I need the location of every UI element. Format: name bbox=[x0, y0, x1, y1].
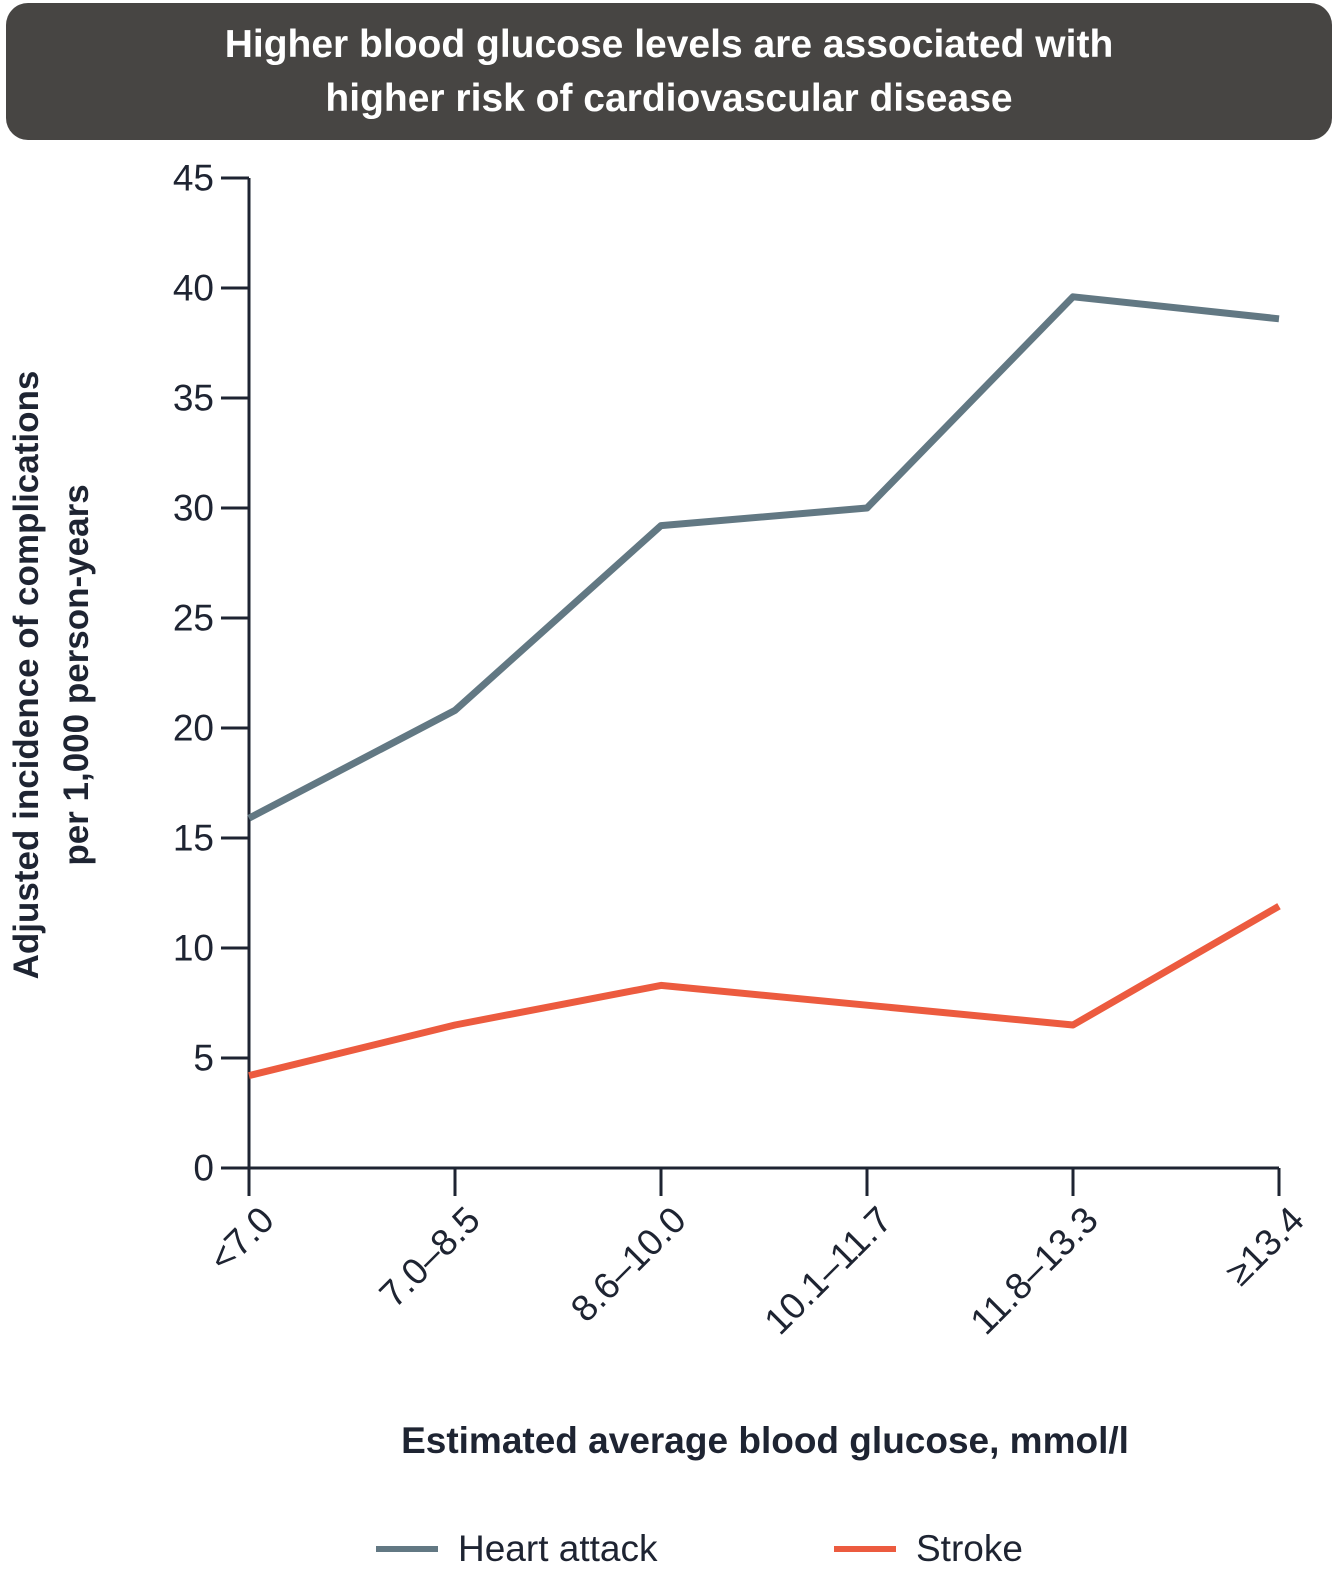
chart-title-line-2: higher risk of cardiovascular disease bbox=[325, 76, 1013, 120]
y-tick-label: 15 bbox=[173, 818, 214, 859]
axes bbox=[221, 178, 1279, 1170]
y-ticks: 0 5 10 15 20 25 30 35 40 45 bbox=[173, 158, 249, 1189]
legend-swatch-heart-attack bbox=[376, 1546, 438, 1552]
x-tick-label: 10.1–11.7 bbox=[756, 1199, 899, 1342]
y-tick-label: 0 bbox=[193, 1148, 214, 1189]
x-tick-label: ≥13.4 bbox=[1218, 1199, 1312, 1293]
x-ticks: <7.0 7.0–8.5 8.6–10.0 10.1–11.7 11.8–13.3 ≥13… bbox=[201, 1168, 1312, 1342]
legend-item-heart-attack: Heart attack bbox=[376, 1528, 657, 1570]
y-tick-label: 5 bbox=[193, 1038, 214, 1079]
y-tick-label: 35 bbox=[173, 378, 214, 419]
legend-label-heart-attack: Heart attack bbox=[458, 1528, 658, 1569]
y-tick-label: 25 bbox=[173, 598, 214, 639]
legend-item-stroke: Stroke bbox=[834, 1528, 1023, 1570]
x-tick-label: 11.8–13.3 bbox=[962, 1199, 1105, 1342]
x-axis-label: Estimated average blood glucose, mmol/l bbox=[401, 1420, 1129, 1461]
legend-swatch-stroke bbox=[834, 1546, 896, 1552]
x-tick-label: 8.6–10.0 bbox=[563, 1199, 694, 1330]
x-tick-label: 7.0–8.5 bbox=[372, 1199, 488, 1315]
y-tick-label: 45 bbox=[173, 158, 214, 199]
series-line-heart-attack bbox=[247, 293, 1280, 822]
y-tick-label: 10 bbox=[173, 928, 214, 969]
y-tick-label: 20 bbox=[173, 708, 214, 749]
legend-label-stroke: Stroke bbox=[916, 1528, 1023, 1569]
series-line-stroke bbox=[248, 903, 1281, 1079]
chart-title: Higher blood glucose levels are associat… bbox=[6, 3, 1332, 140]
series-lines bbox=[247, 293, 1281, 1079]
y-tick-label: 40 bbox=[173, 268, 214, 309]
y-tick-label: 30 bbox=[173, 488, 214, 529]
chart-title-line-1: Higher blood glucose levels are associat… bbox=[224, 22, 1114, 66]
x-tick-label: <7.0 bbox=[201, 1199, 282, 1280]
